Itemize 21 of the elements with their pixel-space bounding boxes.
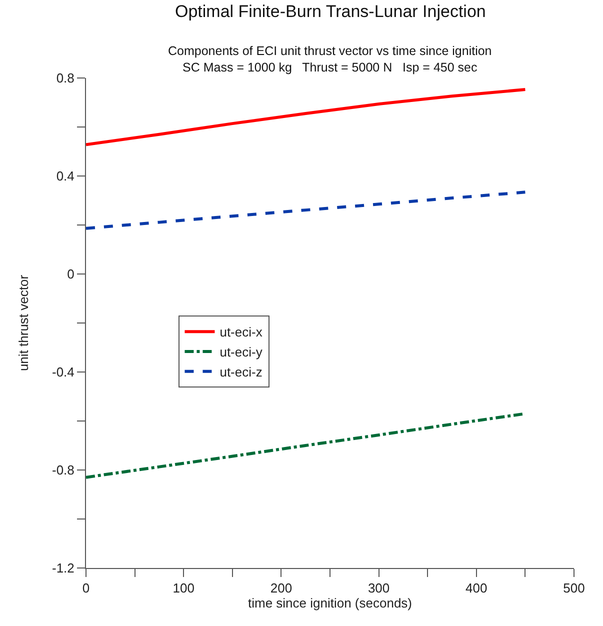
legend-label: ut-eci-z [220, 364, 262, 380]
y-tick-label: 0 [67, 266, 74, 282]
x-tick-label: 400 [466, 580, 488, 596]
chart-title: Optimal Finite-Burn Trans-Lunar Injection [175, 2, 486, 21]
y-tick-label: 0.4 [56, 168, 74, 184]
y-tick-label: -0.8 [52, 462, 74, 478]
y-tick-label: -1.2 [52, 560, 74, 576]
line-series [86, 190, 527, 230]
x-tick-label: 100 [172, 580, 194, 596]
x-tick-label: 0 [82, 580, 90, 596]
chart-subtitle: Components of ECI unit thrust vector vs time since ignition SC Mass = 1000 kg Thrust = 5000 N Isp = 450 sec [168, 44, 492, 74]
y-axis-title: unit thrust vector [16, 274, 31, 372]
y-tick-label: 0.8 [56, 70, 74, 86]
y-tick-label: -0.4 [52, 364, 74, 380]
line-series [86, 88, 527, 146]
x-tick-label: 500 [563, 580, 585, 596]
legend-label: ut-eci-y [220, 344, 263, 360]
legend-label: ut-eci-x [220, 324, 263, 340]
x-tick-label: 200 [270, 580, 292, 596]
x-axis-title: time since ignition (seconds) [248, 596, 412, 611]
x-tick-label: 300 [368, 580, 390, 596]
